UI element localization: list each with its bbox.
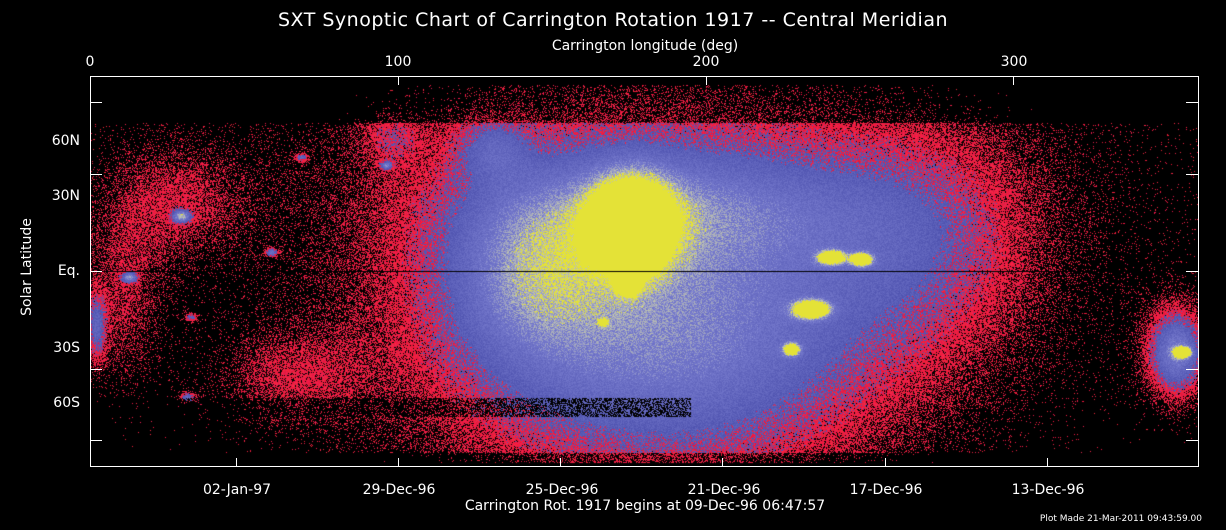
chart-title: SXT Synoptic Chart of Carrington Rotatio… <box>277 9 949 31</box>
bottom-tick-2 <box>560 458 561 467</box>
lat-label-60n: 60N <box>51 133 80 149</box>
right-tick-1 <box>1186 174 1198 175</box>
top-tick-label-0: 0 <box>85 54 95 70</box>
date-label-25-dec-96: 25-Dec-96 <box>525 482 599 498</box>
left-tick-3 <box>90 369 102 370</box>
bottom-tick-3 <box>722 458 723 467</box>
lat-label-equator: Eq. <box>57 263 80 279</box>
left-tick-4 <box>90 440 102 441</box>
left-tick-0 <box>90 102 102 103</box>
date-label-29-dec-96: 29-Dec-96 <box>362 482 436 498</box>
synoptic-map-image <box>91 77 1198 466</box>
bottom-tick-4 <box>885 458 886 467</box>
right-tick-3 <box>1186 369 1198 370</box>
right-tick-4 <box>1186 440 1198 441</box>
bottom-tick-5 <box>1047 458 1048 467</box>
top-tick-label-300: 300 <box>1000 54 1028 70</box>
date-label-17-dec-96: 17-Dec-96 <box>849 482 923 498</box>
top-tick-200 <box>706 76 707 85</box>
top-tick-label-200: 200 <box>692 54 720 70</box>
bottom-tick-0 <box>236 458 237 467</box>
left-tick-1 <box>90 174 102 175</box>
lat-label-60s: 60S <box>53 395 80 411</box>
lat-label-30s: 30S <box>53 340 80 356</box>
date-label-21-dec-96: 21-Dec-96 <box>687 482 761 498</box>
synoptic-map-frame <box>90 76 1199 467</box>
plot-made-note: Plot Made 21-Mar-2011 09:43:59.00 <box>1039 514 1202 524</box>
lat-label-30n: 30N <box>51 188 80 204</box>
right-tick-2 <box>1186 271 1198 272</box>
rotation-caption: Carrington Rot. 1917 begins at 09-Dec-96… <box>464 498 826 514</box>
top-tick-100 <box>398 76 399 85</box>
left-tick-2 <box>90 271 102 272</box>
top-tick-label-100: 100 <box>384 54 412 70</box>
bottom-tick-1 <box>398 458 399 467</box>
top-tick-0 <box>90 76 91 85</box>
right-tick-0 <box>1186 102 1198 103</box>
top-axis-label: Carrington longitude (deg) <box>551 38 739 54</box>
date-label-13-dec-96: 13-Dec-96 <box>1011 482 1085 498</box>
top-tick-300 <box>1013 76 1014 85</box>
date-label-02-jan-97: 02-Jan-97 <box>202 482 272 498</box>
